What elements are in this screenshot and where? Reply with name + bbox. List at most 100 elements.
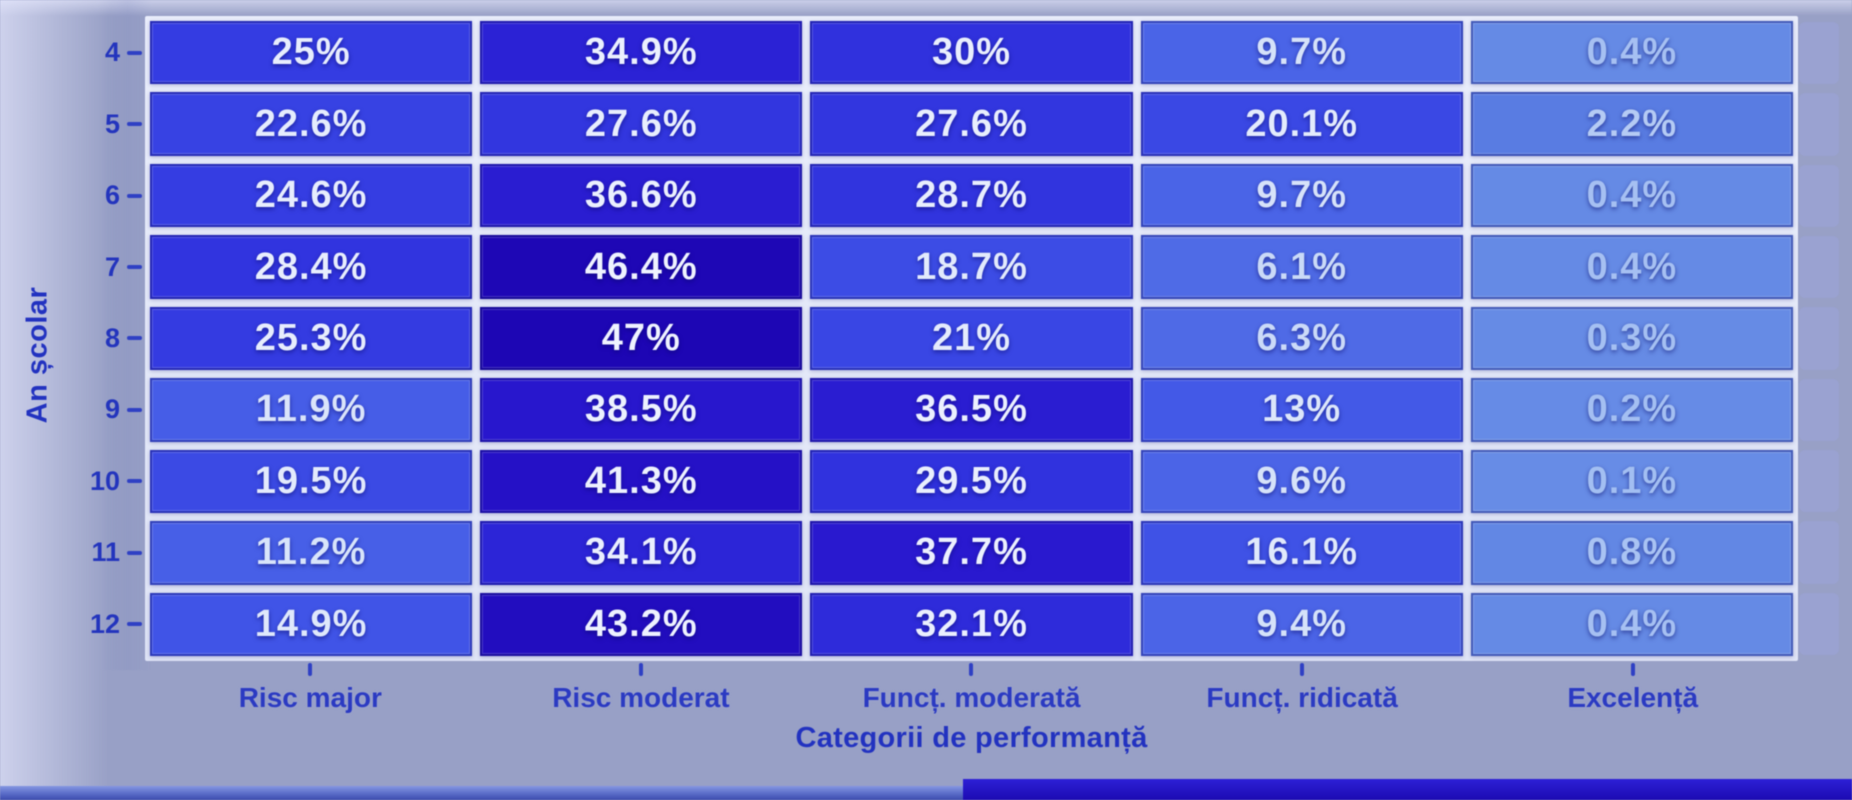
edge-ghost-block — [1799, 307, 1839, 370]
x-tick-mark — [1467, 663, 1798, 679]
heatmap-cell: 14.9% — [150, 592, 473, 656]
y-tick-6: 6 — [28, 164, 142, 227]
heatmap-cell: 28.7% — [810, 163, 1133, 228]
heatmap-cell: 34.1% — [480, 521, 803, 585]
screen-glare-left — [0, 0, 110, 800]
y-tick-label: 8 — [104, 322, 120, 353]
y-tick-mark — [127, 622, 142, 627]
axis-shadow-band — [98, 0, 152, 670]
y-tick-10: 10 — [28, 450, 142, 513]
heatmap-cell: 21% — [810, 306, 1133, 371]
edge-ghost-block — [1799, 235, 1839, 299]
y-tick-label: 6 — [104, 180, 120, 211]
heatmap-cell: 9.7% — [1140, 163, 1463, 228]
y-tick-8: 8 — [28, 307, 142, 370]
x-axis-category-labels: Risc major Risc moderat Funcț. moderată Fun… — [145, 682, 1798, 714]
heatmap-cell: 20.1% — [1140, 92, 1463, 156]
y-tick-mark — [127, 550, 142, 555]
heatmap-cell: 9.7% — [1140, 21, 1463, 85]
x-tick-mark — [1137, 663, 1468, 679]
heatmap-cell: 2.2% — [1470, 92, 1793, 156]
x-tick-mark — [145, 663, 476, 679]
right-edge-ghost-cells — [1799, 22, 1839, 655]
edge-ghost-block — [1799, 449, 1839, 513]
bottom-strip-light — [0, 786, 963, 800]
heatmap-cell: 41.3% — [480, 449, 803, 514]
heatmap-cell: 27.6% — [480, 92, 803, 156]
edge-ghost-block — [1799, 521, 1839, 584]
heatmap-cell: 43.2% — [480, 592, 803, 656]
x-tick-mark — [806, 663, 1137, 679]
heatmap-cell: 47% — [480, 306, 803, 371]
y-tick-label: 12 — [89, 608, 120, 639]
heatmap-cell: 13% — [1140, 378, 1463, 442]
heatmap-cell: 18.7% — [810, 235, 1133, 299]
y-tick-11: 11 — [28, 521, 142, 584]
edge-ghost-block — [1799, 378, 1839, 441]
y-tick-5: 5 — [28, 92, 142, 155]
heatmap-cell: 24.6% — [150, 163, 473, 228]
x-category-label: Funcț. moderată — [862, 682, 1081, 713]
heatmap-cell: 0.4% — [1470, 163, 1793, 228]
y-tick-label: 5 — [104, 108, 120, 139]
heatmap-cell: 0.1% — [1470, 449, 1793, 514]
heatmap-cell: 37.7% — [810, 521, 1133, 585]
heatmap-cell: 0.4% — [1470, 21, 1793, 85]
heatmap-cell: 25.3% — [150, 306, 473, 371]
heatmap-cell: 0.3% — [1470, 306, 1793, 371]
heatmap-cell: 22.6% — [150, 92, 473, 156]
bottom-strip-blue-bar — [963, 779, 1852, 800]
heatmap-cell: 0.4% — [1470, 592, 1793, 656]
y-tick-12: 12 — [28, 593, 142, 656]
x-axis-ticks — [145, 663, 1798, 679]
y-tick-7: 7 — [28, 235, 142, 298]
heatmap-cell: 25% — [150, 21, 473, 85]
edge-ghost-block — [1799, 93, 1839, 156]
heatmap-cell: 30% — [810, 21, 1133, 85]
heatmap-cell: 38.5% — [480, 378, 803, 442]
heatmap-cell: 28.4% — [150, 235, 473, 299]
heatmap-cell: 6.3% — [1140, 306, 1463, 371]
heatmap-cell: 19.5% — [150, 449, 473, 514]
heatmap-cell: 16.1% — [1140, 521, 1463, 585]
y-tick-9: 9 — [28, 378, 142, 441]
y-axis-ticks: 4 5 6 7 8 9 10 11 12 — [28, 21, 142, 656]
heatmap-cell: 9.6% — [1140, 449, 1463, 514]
x-category-label: Funcț. ridicată — [1206, 682, 1398, 713]
edge-ghost-block — [1799, 164, 1839, 227]
x-axis-title: Categorii de performanță — [795, 722, 1148, 754]
y-tick-label: 9 — [104, 394, 120, 425]
heatmap-grid: 25% 34.9% 30% 9.7% 0.4% 22.6% 27.6% 27.6% 20.1% 2… — [145, 16, 1798, 661]
heatmap-cell: 34.9% — [480, 21, 803, 85]
y-tick-label: 10 — [89, 465, 120, 496]
heatmap-cell: 32.1% — [810, 592, 1133, 656]
y-tick-mark — [127, 193, 142, 198]
heatmap-cell: 27.6% — [810, 92, 1133, 156]
y-tick-mark — [127, 122, 142, 127]
heatmap-cell: 11.2% — [150, 521, 473, 585]
heatmap-cell: 9.4% — [1140, 592, 1463, 656]
x-category-label: Risc moderat — [552, 682, 730, 713]
heatmap-cell: 0.2% — [1470, 378, 1793, 442]
y-tick-mark — [127, 50, 142, 55]
heatmap-cell: 11.9% — [150, 378, 473, 442]
x-category-label: Risc major — [238, 682, 382, 713]
y-tick-mark — [127, 265, 142, 270]
heatmap-cell: 36.5% — [810, 378, 1133, 442]
y-tick-label: 7 — [104, 251, 120, 282]
edge-ghost-block — [1799, 592, 1839, 655]
heatmap-cell: 0.4% — [1470, 235, 1793, 299]
y-tick-label: 11 — [91, 537, 120, 568]
heatmap-cell: 6.1% — [1140, 235, 1463, 299]
y-tick-4: 4 — [28, 21, 142, 84]
y-tick-mark — [127, 407, 142, 412]
x-tick-mark — [476, 663, 807, 679]
screen-glare-top — [0, 0, 1852, 16]
y-tick-mark — [127, 336, 142, 341]
heatmap-cell: 29.5% — [810, 449, 1133, 514]
heatmap-cell: 36.6% — [480, 163, 803, 228]
heatmap-cell: 0.8% — [1470, 521, 1793, 585]
x-category-label: Excelență — [1567, 682, 1699, 713]
heatmap-cell: 46.4% — [480, 235, 803, 299]
